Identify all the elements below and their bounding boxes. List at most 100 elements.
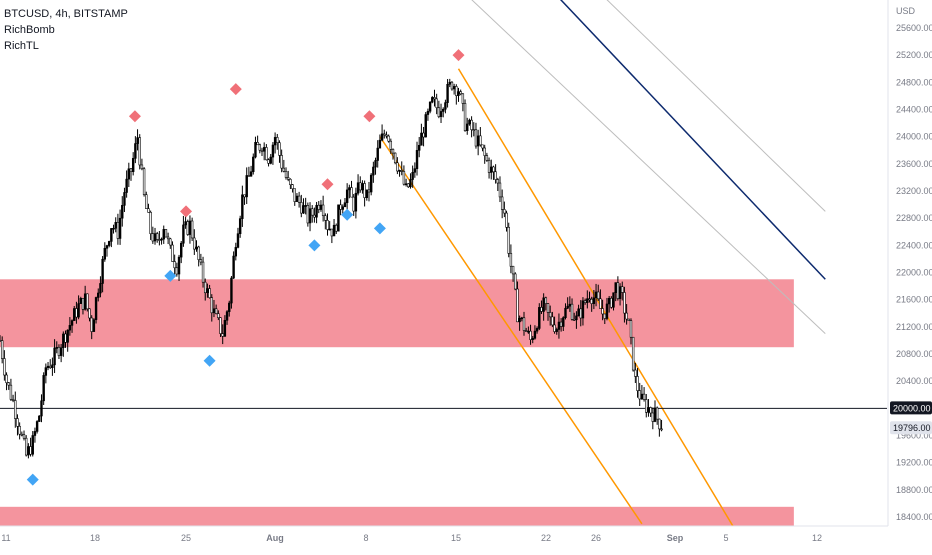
candle-body — [186, 221, 189, 235]
candle-body — [588, 298, 591, 301]
candle-body — [503, 209, 506, 214]
x-tick-label: 22 — [541, 533, 551, 543]
bottom-signal-marker[interactable] — [26, 473, 39, 486]
candle-body — [369, 174, 373, 193]
candle-body — [352, 196, 355, 212]
y-tick-label: 22800.00 — [896, 213, 932, 223]
candle-body — [300, 202, 303, 214]
candle-body — [385, 134, 388, 137]
candle-body — [73, 308, 76, 321]
bottom-signal-marker[interactable] — [341, 208, 354, 221]
candle-body — [184, 221, 187, 226]
candle-body — [295, 195, 299, 202]
channel-line-5[interactable] — [459, 0, 826, 334]
candle-body — [116, 222, 120, 239]
candle-body — [258, 144, 262, 151]
candle-body — [649, 407, 652, 414]
candle-body — [92, 319, 96, 332]
candle-body — [461, 93, 465, 104]
candle-body — [605, 303, 609, 319]
candle-body — [228, 302, 231, 312]
candle-body — [610, 297, 613, 308]
candle-body — [470, 119, 473, 131]
candle-body — [286, 177, 290, 180]
symbol-title[interactable]: BTCUSD, 4h, BITSTAMP — [4, 8, 128, 20]
candle-body — [40, 400, 43, 417]
candle-body — [653, 407, 657, 422]
x-tick-label: 15 — [451, 533, 461, 543]
candle-body — [271, 144, 275, 158]
candle-body — [583, 300, 587, 303]
indicator-label-richbomb[interactable]: RichBomb — [4, 24, 55, 36]
resistance-zone[interactable] — [0, 279, 794, 348]
y-tick-label: 22400.00 — [896, 240, 932, 250]
candle-body — [110, 228, 113, 242]
channel-line-3[interactable] — [485, 0, 826, 280]
candle-body — [306, 205, 310, 224]
candle-body — [22, 434, 26, 439]
bottom-signal-marker[interactable] — [203, 354, 216, 367]
candle-body — [256, 142, 259, 146]
candle-body — [361, 183, 364, 191]
top-signal-marker[interactable] — [452, 49, 465, 62]
candle-body — [114, 222, 117, 229]
candle-body — [149, 212, 152, 235]
candle-body — [538, 307, 541, 329]
candle-body — [345, 189, 349, 204]
candle-body — [592, 297, 596, 304]
top-signal-marker[interactable] — [180, 205, 193, 218]
candle-body — [631, 336, 635, 371]
candle-body — [487, 160, 491, 173]
x-tick-label: 25 — [181, 533, 191, 543]
candle-body — [413, 168, 417, 173]
y-tick-label: 20400.00 — [896, 376, 932, 386]
candle-body — [455, 86, 458, 96]
candle-body — [105, 245, 109, 249]
candle-body — [640, 393, 644, 400]
candle-body — [544, 297, 548, 304]
support-zone[interactable] — [0, 506, 794, 531]
candle-body — [182, 224, 185, 244]
top-signal-marker[interactable] — [363, 110, 376, 123]
candle-body — [88, 308, 91, 319]
top-signal-marker[interactable] — [229, 83, 242, 96]
top-signal-marker[interactable] — [128, 110, 141, 123]
candle-body — [241, 194, 244, 219]
candle-body — [118, 217, 122, 239]
channel-line-1[interactable] — [379, 136, 643, 525]
candle-body — [474, 129, 478, 147]
candle-body — [594, 291, 598, 299]
x-tick-label: Sep — [667, 533, 684, 543]
candle-body — [442, 108, 445, 112]
price-axis[interactable]: USD 18400.00 18800.00 19200.00 19600.00 20000… — [887, 0, 932, 550]
candle-body — [193, 237, 196, 250]
candle-body — [452, 86, 456, 90]
x-tick-label: 26 — [591, 533, 601, 543]
y-tick-label: 19200.00 — [896, 458, 932, 468]
channel-line-4[interactable] — [524, 0, 826, 212]
candle-body — [599, 298, 602, 309]
y-tick-label: 18400.00 — [896, 512, 932, 522]
indicator-label-richtl[interactable]: RichTL — [4, 40, 39, 52]
candle-body — [524, 330, 528, 332]
bottom-signal-marker[interactable] — [373, 222, 386, 235]
candle-body — [396, 162, 399, 172]
plot-area[interactable] — [0, 0, 887, 531]
y-tick-label: 24000.00 — [896, 132, 932, 142]
bottom-signal-marker[interactable] — [164, 269, 177, 282]
candle-body — [378, 139, 382, 149]
candle-body — [83, 293, 87, 310]
candle-body — [466, 123, 469, 132]
candle-body — [64, 333, 67, 343]
candle-body — [481, 144, 484, 149]
top-signal-marker[interactable] — [321, 178, 334, 191]
candle-body — [463, 103, 467, 132]
candle-body — [210, 297, 213, 314]
time-axis[interactable]: 11 18 25 Aug 8 15 22 26 Sep 5 12 — [0, 525, 888, 550]
candle-body — [252, 156, 255, 173]
candle-body — [577, 308, 580, 317]
candle-body — [214, 308, 218, 314]
bottom-signal-marker[interactable] — [308, 239, 321, 252]
